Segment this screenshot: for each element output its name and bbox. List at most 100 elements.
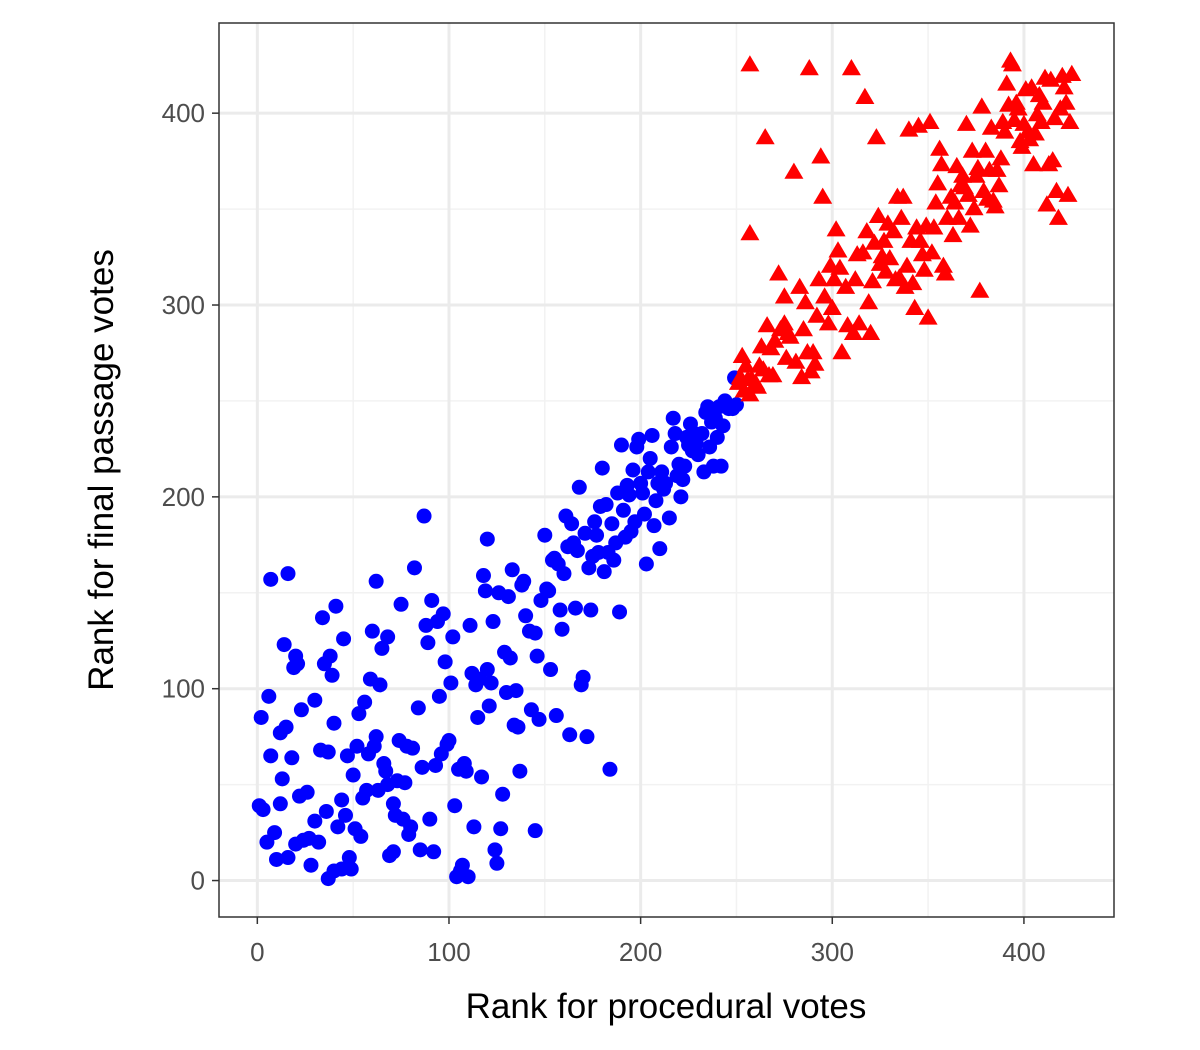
data-point-circle — [531, 711, 547, 727]
data-point-triangle — [855, 87, 875, 104]
x-tick-label: 400 — [1002, 937, 1045, 967]
data-point-triangle — [740, 55, 760, 72]
data-point-circle — [541, 583, 557, 599]
data-point-triangle — [826, 220, 846, 237]
data-point-circle — [527, 625, 543, 641]
data-point-triangle — [1047, 181, 1066, 198]
data-point-circle — [403, 819, 419, 835]
data-point-circle — [418, 617, 434, 633]
y-axis-title: Rank for final passage votes — [82, 249, 121, 691]
data-point-triangle — [933, 256, 953, 273]
data-point-triangle — [953, 166, 973, 183]
data-point-circle — [604, 516, 620, 532]
data-point-circle — [276, 637, 292, 653]
data-point-circle — [307, 813, 323, 829]
data-point-triangle — [1002, 55, 1022, 72]
data-point-circle — [613, 437, 629, 453]
data-point-circle — [368, 729, 384, 745]
data-point-triangle — [928, 174, 948, 191]
data-point-triangle — [830, 258, 850, 275]
data-point-triangle — [920, 112, 940, 129]
data-point-circle — [422, 811, 438, 827]
data-point-circle — [385, 796, 401, 812]
data-point-circle — [709, 429, 725, 445]
data-point-triangle — [859, 293, 879, 310]
data-point-circle — [612, 604, 628, 620]
data-points — [251, 51, 1082, 887]
data-point-triangle — [897, 256, 917, 273]
data-point-circle — [416, 508, 432, 524]
data-point-circle — [253, 709, 269, 725]
data-point-triangle — [805, 354, 825, 371]
data-point-triangle — [815, 287, 835, 304]
data-point-circle — [642, 450, 658, 466]
data-point-triangle — [958, 185, 978, 202]
x-tick-label: 200 — [619, 937, 662, 967]
data-point-circle — [397, 775, 413, 791]
data-point-circle — [263, 571, 279, 587]
data-point-circle — [372, 677, 388, 693]
data-point-circle — [303, 857, 319, 873]
data-point-triangle — [891, 208, 911, 225]
data-point-circle — [385, 844, 401, 860]
data-point-triangle — [876, 262, 896, 279]
data-point-triangle — [991, 149, 1011, 166]
data-point-circle — [405, 740, 421, 756]
data-point-circle — [575, 669, 591, 685]
data-point-circle — [510, 719, 526, 735]
data-point-circle — [424, 592, 440, 608]
data-point-circle — [675, 472, 691, 488]
data-point-circle — [571, 479, 587, 495]
data-point-circle — [700, 399, 716, 415]
data-point-triangle — [841, 59, 861, 76]
y-tick-label: 300 — [162, 290, 205, 320]
data-point-circle — [293, 702, 309, 718]
data-point-circle — [462, 617, 478, 633]
data-point-triangle — [736, 356, 756, 373]
data-point-circle — [567, 600, 583, 616]
data-point-triangle — [1025, 124, 1045, 141]
data-point-circle — [537, 527, 553, 543]
data-point-circle — [261, 688, 277, 704]
data-point-circle — [646, 518, 662, 534]
data-point-circle — [728, 397, 744, 413]
data-point-triangle — [932, 155, 951, 172]
data-point-circle — [263, 748, 279, 764]
y-tick-label: 0 — [191, 866, 205, 896]
data-point-triangle — [1043, 151, 1063, 168]
data-point-triangle — [1004, 110, 1024, 127]
data-point-circle — [412, 842, 428, 858]
data-point-circle — [644, 427, 660, 443]
data-point-circle — [596, 564, 612, 580]
data-point-triangle — [1048, 208, 1068, 225]
data-point-circle — [272, 796, 288, 812]
data-point-triangle — [914, 260, 934, 277]
data-point-triangle — [786, 352, 806, 369]
data-point-triangle — [962, 141, 982, 158]
data-point-triangle — [836, 277, 856, 294]
data-point-triangle — [828, 241, 848, 258]
data-point-circle — [420, 635, 436, 651]
data-point-circle — [460, 869, 476, 885]
data-point-triangle — [866, 128, 886, 145]
data-point-circle — [715, 418, 731, 434]
x-tick-label: 0 — [250, 937, 264, 967]
data-point-circle — [443, 675, 459, 691]
data-point-circle — [479, 662, 495, 678]
data-point-circle — [320, 744, 336, 760]
data-point-triangle — [790, 277, 810, 294]
data-point-circle — [431, 688, 447, 704]
data-point-circle — [673, 489, 689, 505]
data-point-circle — [690, 447, 706, 463]
data-point-triangle — [1022, 78, 1042, 95]
data-point-circle — [652, 541, 668, 557]
data-point-circle — [454, 857, 470, 873]
data-point-triangle — [874, 231, 894, 248]
data-point-triangle — [857, 222, 877, 239]
data-point-triangle — [1056, 93, 1076, 110]
data-point-triangle — [1058, 185, 1078, 202]
data-point-circle — [508, 683, 524, 699]
data-point-circle — [447, 798, 463, 814]
data-point-triangle — [880, 249, 900, 266]
data-point-circle — [318, 803, 334, 819]
